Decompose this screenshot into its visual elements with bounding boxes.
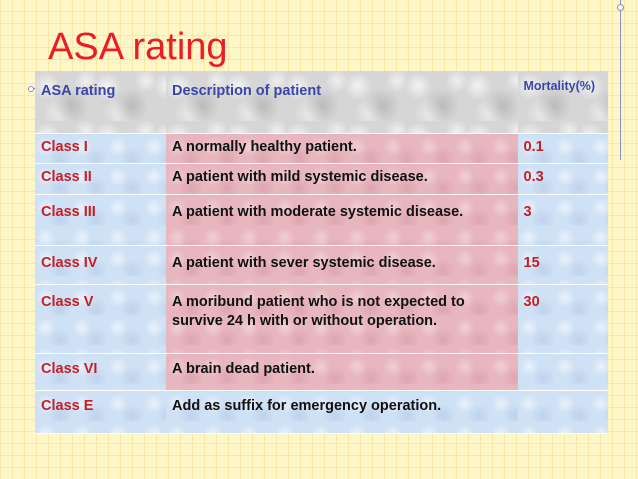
asa-rating-table: ASA rating Description of patient Mortal… — [35, 71, 608, 434]
class-cell: Class E — [35, 390, 167, 434]
mortality-cell: 30 — [517, 284, 608, 354]
slide-title: ASA rating — [48, 26, 228, 68]
description-cell: A patient with sever systemic disease. — [166, 245, 518, 285]
class-cell: Class VI — [35, 353, 167, 391]
table-row: Class E Add as suffix for emergency oper… — [35, 390, 608, 434]
description-cell: A patient with moderate systemic disease… — [166, 194, 518, 246]
description-cell: A brain dead patient. — [166, 353, 518, 391]
decorative-node-right — [617, 4, 624, 11]
table-header-row: ASA rating Description of patient Mortal… — [35, 71, 608, 134]
mortality-cell: 0.1 — [517, 133, 608, 164]
class-cell: Class I — [35, 133, 167, 164]
class-cell: Class V — [35, 284, 167, 354]
table-row: Class I A normally healthy patient. 0.1 — [35, 133, 608, 164]
class-cell: Class II — [35, 163, 167, 195]
description-cell: A moribund patient who is not expected t… — [166, 284, 518, 354]
table-row: Class III A patient with moderate system… — [35, 194, 608, 246]
table-row: Class VI A brain dead patient. — [35, 353, 608, 391]
mortality-cell — [517, 390, 608, 434]
mortality-cell: 15 — [517, 245, 608, 285]
class-cell: Class III — [35, 194, 167, 246]
header-mortality: Mortality(%) — [517, 71, 608, 134]
mortality-cell: 0.3 — [517, 163, 608, 195]
description-cell: A normally healthy patient. — [166, 133, 518, 164]
description-cell: Add as suffix for emergency operation. — [166, 390, 518, 434]
header-description: Description of patient — [166, 71, 518, 134]
mortality-cell — [517, 353, 608, 391]
description-cell: A patient with mild systemic disease. — [166, 163, 518, 195]
decorative-connector-right — [620, 0, 621, 160]
header-asa-rating: ASA rating — [35, 71, 167, 134]
decorative-node-left — [28, 86, 34, 92]
table-row: Class IV A patient with sever systemic d… — [35, 245, 608, 285]
class-cell: Class IV — [35, 245, 167, 285]
mortality-cell: 3 — [517, 194, 608, 246]
table-row: Class V A moribund patient who is not ex… — [35, 284, 608, 354]
table-row: Class II A patient with mild systemic di… — [35, 163, 608, 195]
